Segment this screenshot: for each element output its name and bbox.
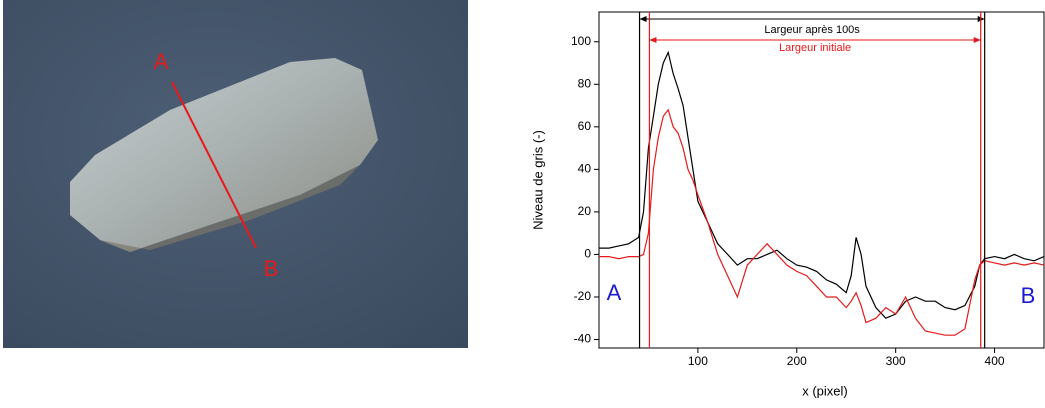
photo	[3, 0, 468, 348]
particle	[70, 58, 378, 252]
x-tick-label: 400	[985, 354, 1005, 368]
profile-line	[171, 81, 257, 249]
x-axis-title: x (pixel)	[802, 383, 848, 398]
y-tick-label: 60	[578, 119, 592, 133]
data-line	[599, 50, 1045, 319]
x-tick-label: 100	[688, 354, 708, 368]
y-tick-label: -40	[574, 332, 592, 346]
annotation: B	[1021, 283, 1036, 308]
y-tick-label: -20	[574, 289, 592, 303]
x-tick-label: 300	[886, 354, 906, 368]
photo-label: B	[264, 256, 279, 281]
y-tick-label: 80	[578, 76, 592, 90]
width-label: Largeur après 100s	[764, 24, 860, 36]
y-tick-label: 0	[584, 247, 591, 261]
annotation: A	[607, 280, 622, 305]
x-tick-label: 200	[787, 354, 807, 368]
plot-frame	[598, 11, 1045, 349]
data-line	[599, 108, 1045, 336]
y-tick-label: 40	[578, 162, 592, 176]
y-tick-label: 100	[571, 34, 591, 48]
y-axis-title: Niveau de gris (-)	[530, 130, 545, 230]
photo-label: A	[154, 49, 169, 74]
y-tick-label: 20	[578, 204, 592, 218]
width-label: Largeur initiale	[779, 42, 851, 54]
